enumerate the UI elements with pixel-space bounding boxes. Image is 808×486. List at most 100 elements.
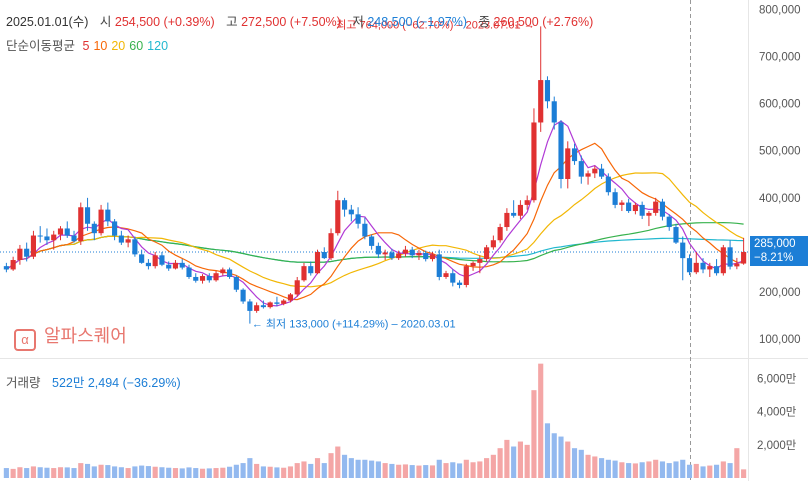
candle-body: [348, 209, 354, 215]
volume-bar: [436, 459, 442, 478]
volume-bar: [166, 467, 172, 478]
volume-bar: [551, 433, 557, 478]
volume-bar: [301, 461, 307, 478]
volume-bar: [369, 460, 375, 478]
candle-body: [30, 235, 37, 257]
low-label: 저: [352, 15, 364, 29]
candle-body: [578, 161, 584, 177]
volume-bar: [308, 463, 314, 478]
ma-period-10[interactable]: 10: [93, 39, 108, 53]
candle-body: [179, 262, 185, 268]
candle-body: [402, 249, 409, 254]
volume-bar: [247, 458, 253, 478]
volume-bar: [281, 467, 287, 478]
candle-body: [3, 266, 9, 270]
volume-bar: [585, 454, 591, 478]
volume-bar: [186, 467, 192, 478]
candle-body: [571, 148, 578, 162]
ma-period-5[interactable]: 5: [82, 39, 90, 53]
candle-body: [98, 209, 104, 234]
candle-body: [308, 266, 314, 274]
ma-period-20[interactable]: 20: [111, 39, 126, 53]
volume-bar: [429, 465, 436, 478]
candle-body: [159, 255, 165, 265]
volume-bar: [720, 461, 726, 478]
volume-bar: [24, 468, 30, 478]
candle-body: [673, 227, 679, 243]
volume-bar: [118, 467, 124, 478]
volume-bar: [3, 468, 9, 478]
ma-10-line: [6, 142, 744, 301]
moving-average-legend[interactable]: 단순이동평균 5 10 20 60 120: [6, 35, 176, 54]
candle-body: [84, 207, 91, 224]
ohlc-header: 2025.01.01(수) 시 254,500 (+0.39%) 고 272,5…: [6, 11, 593, 30]
candle-body: [686, 258, 693, 273]
current-price-value: 285,000: [754, 238, 796, 250]
volume-bar: [112, 466, 118, 478]
price-tick-label: 400,000: [759, 193, 801, 205]
candle-body: [186, 267, 192, 277]
candle-body: [287, 294, 294, 301]
price-tick-label: 100,000: [759, 334, 801, 346]
volume-bar: [254, 463, 260, 478]
volume-bar: [544, 423, 551, 478]
candle-body: [666, 216, 672, 228]
volume-legend: 거래량 522만 2,494 (−36.29%): [6, 372, 181, 391]
volume-bar: [294, 463, 300, 478]
candle-body: [396, 253, 402, 259]
volume-bar: [504, 439, 510, 478]
volume-bar: [423, 465, 429, 478]
volume-bar: [84, 463, 91, 478]
volume-bar: [98, 464, 104, 478]
volume-bar: [700, 466, 706, 478]
candle-body: [477, 259, 483, 263]
close-value: 260,500 (+2.76%): [493, 15, 594, 29]
volume-bar: [538, 363, 544, 478]
candle-body: [362, 223, 368, 237]
candle-body: [443, 273, 449, 277]
candle-body: [294, 280, 300, 295]
candle-body: [612, 192, 618, 205]
ma-period-60[interactable]: 60: [129, 39, 144, 53]
candle-body: [341, 200, 348, 210]
volume-bar: [626, 463, 632, 478]
candle-body: [389, 252, 395, 259]
candle-body: [199, 276, 206, 281]
candle-body: [484, 247, 490, 260]
volume-bar: [57, 467, 64, 478]
high-annotation: 최고 764,000 (−62.70%) – 2023.07.01 →: [336, 18, 535, 31]
volume-bar: [348, 458, 354, 478]
candle-body: [105, 209, 111, 222]
volume-bar: [341, 454, 348, 478]
volume-tick-label: 6,000만: [757, 373, 797, 386]
price-tick-label: 200,000: [759, 287, 801, 299]
candle-body: [281, 300, 287, 304]
volume-bar: [599, 458, 605, 478]
candle-body: [700, 262, 706, 270]
candle-body: [375, 245, 381, 255]
candle-body: [193, 276, 199, 281]
candle-body: [206, 276, 212, 281]
volume-bar: [497, 448, 503, 478]
volume-bar: [565, 441, 571, 478]
volume-bar: [105, 465, 111, 478]
volume-bar: [260, 466, 266, 478]
candle-body: [693, 262, 699, 273]
volume-bar: [240, 463, 246, 478]
ma-5-line: [6, 120, 744, 307]
open-value: 254,500 (+0.39%): [114, 15, 215, 29]
candle-body: [220, 269, 226, 274]
volume-bar: [409, 465, 415, 478]
candle-body: [335, 200, 341, 234]
volume-bar: [450, 462, 456, 478]
candle-body: [531, 122, 537, 201]
volume-bar: [267, 466, 273, 478]
volume-bar: [619, 462, 625, 478]
volume-bar: [78, 463, 84, 478]
candle-body: [355, 214, 361, 224]
volume-tick-label: 4,000만: [757, 406, 797, 419]
volume-bar: [680, 459, 686, 478]
ma-period-120[interactable]: 120: [147, 39, 169, 53]
